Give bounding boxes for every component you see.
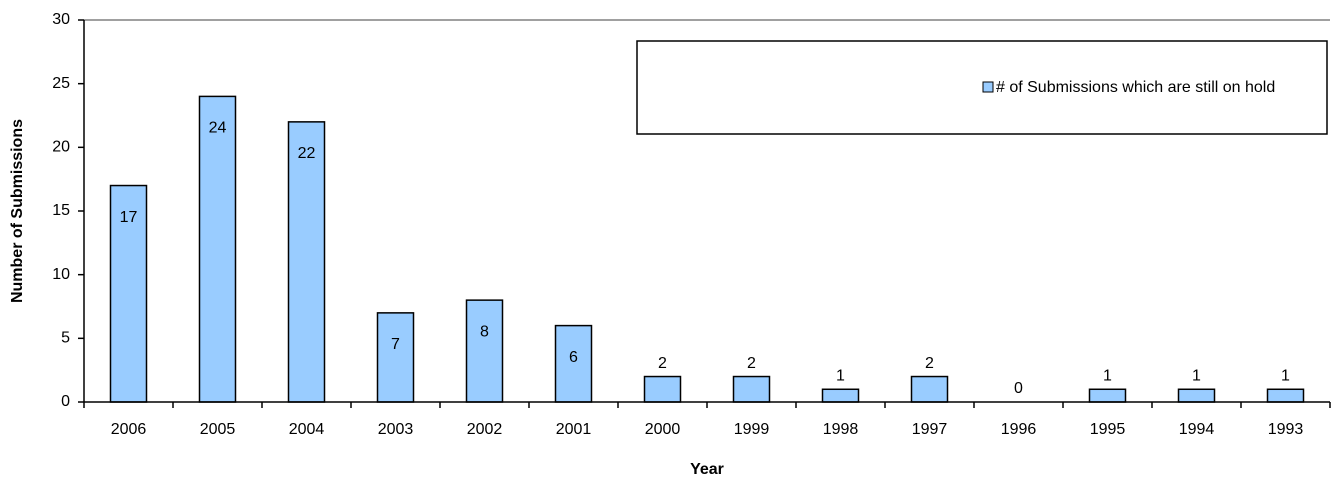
x-tick-label: 2004 [289, 421, 325, 438]
legend-box [636, 40, 1328, 135]
bar [465, 299, 504, 403]
x-tick-label: 1998 [823, 421, 859, 438]
x-tick-label: 2000 [645, 421, 681, 438]
x-tick-label: 1999 [734, 421, 770, 438]
x-tick-label: 2001 [556, 421, 592, 438]
bar [1266, 388, 1305, 403]
data-label: 7 [391, 336, 400, 353]
bar [1177, 388, 1216, 403]
x-tick-label: 1995 [1090, 421, 1126, 438]
data-label: 2 [658, 355, 667, 372]
bar [376, 312, 415, 403]
bar [109, 184, 148, 403]
bar [732, 375, 771, 403]
y-tick-label: 10 [52, 266, 70, 283]
x-tick-label: 1997 [912, 421, 948, 438]
bar [554, 324, 593, 403]
x-tick-label: 2002 [467, 421, 503, 438]
data-label: 24 [209, 120, 227, 137]
data-label: 1 [1103, 367, 1112, 384]
y-axis-label: Number of Submissions [9, 119, 26, 303]
y-tick-label: 15 [52, 202, 70, 219]
data-label: 1 [1192, 367, 1201, 384]
bar [198, 95, 237, 403]
x-tick-label: 2006 [111, 421, 147, 438]
data-label: 17 [120, 209, 138, 226]
x-tick-label: 1994 [1179, 421, 1215, 438]
y-tick-label: 0 [61, 393, 70, 410]
x-tick-label: 1996 [1001, 421, 1037, 438]
y-tick-label: 5 [61, 330, 70, 347]
x-axis-label: Year [690, 461, 724, 478]
data-label: 0 [1014, 380, 1023, 397]
x-tick-label: 2005 [200, 421, 236, 438]
data-label: 6 [569, 349, 578, 366]
bar [643, 375, 682, 403]
bar [287, 121, 326, 403]
x-tick-label: 1993 [1268, 421, 1304, 438]
data-label: 8 [480, 323, 489, 340]
y-tick-label: 30 [52, 11, 70, 28]
bar [1088, 388, 1127, 403]
y-tick-label: 25 [52, 75, 70, 92]
y-tick-label: 20 [52, 139, 70, 156]
data-label: 22 [298, 145, 316, 162]
bar [910, 375, 949, 403]
data-label: 1 [1281, 367, 1290, 384]
data-label: 2 [747, 355, 756, 372]
data-label: 1 [836, 367, 845, 384]
bar [821, 388, 860, 403]
data-label: 2 [925, 355, 934, 372]
legend-label: # of Submissions which are still on hold [996, 79, 1275, 96]
legend-swatch [982, 81, 994, 93]
x-tick-label: 2003 [378, 421, 414, 438]
